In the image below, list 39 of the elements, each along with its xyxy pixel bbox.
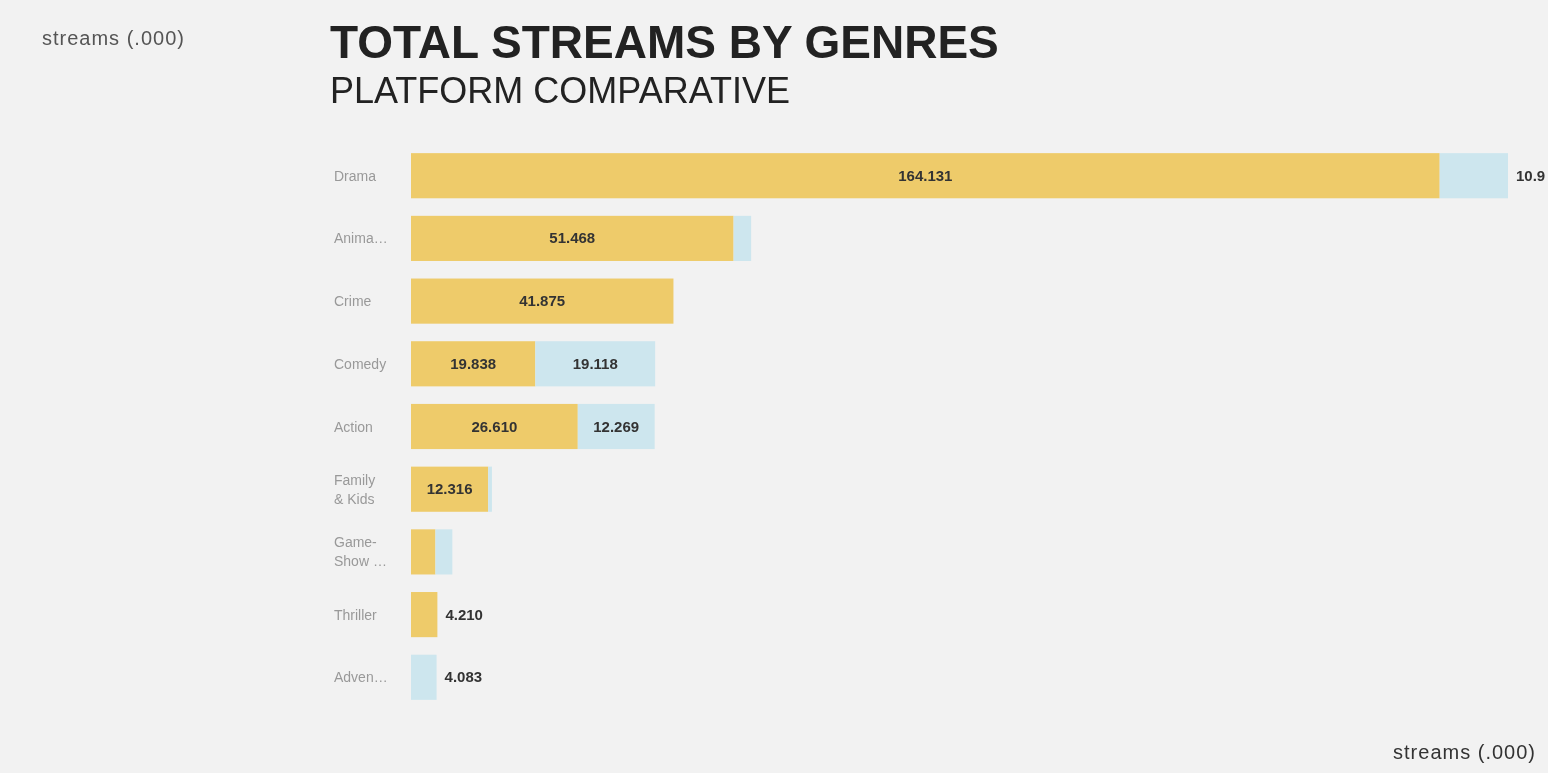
- y-tick-label: Thriller: [334, 606, 378, 623]
- bar: [411, 403, 578, 450]
- bar: [488, 466, 492, 512]
- y-tick-label: Adven…: [334, 669, 388, 686]
- data-label: 164.131: [898, 166, 953, 184]
- bar: [577, 403, 655, 450]
- data-label: 10.9: [1516, 166, 1546, 184]
- data-label: 12.269: [593, 417, 640, 435]
- data-label: 51.468: [549, 229, 596, 247]
- data-label: 41.875: [519, 292, 566, 310]
- y-tick-label: Comedy: [334, 355, 387, 372]
- bar: [411, 529, 436, 575]
- bar: [411, 466, 489, 512]
- bar: [435, 529, 453, 575]
- bar: [411, 153, 1440, 199]
- bar: [535, 341, 656, 387]
- bar: [411, 592, 438, 638]
- data-label: 4.083: [444, 668, 483, 686]
- y-tick-label: Game-Show …: [334, 534, 387, 570]
- data-label: 26.610: [471, 417, 518, 435]
- bar: [411, 278, 674, 324]
- data-label: 19.118: [572, 354, 618, 372]
- bar: [411, 654, 437, 700]
- y-tick-label: Crime: [334, 293, 372, 310]
- chart-title: TOTAL STREAMS BY GENRES: [330, 16, 999, 68]
- data-label: 19.838: [450, 354, 497, 372]
- data-label: 12.316: [426, 480, 473, 498]
- x-axis-title: streams (.000): [1393, 741, 1536, 763]
- bar: [411, 341, 536, 387]
- bar: [733, 215, 752, 261]
- y-tick-label: Action: [334, 418, 373, 435]
- text: streams (.000): [42, 27, 185, 49]
- bar: [411, 215, 734, 261]
- bar: [1439, 153, 1508, 199]
- chart-subtitle: PLATFORM COMPARATIVE: [330, 70, 791, 111]
- data-label: 4.210: [445, 605, 483, 623]
- y-tick-label: Family & Kids: [334, 471, 376, 507]
- y-tick-label: Anima…: [334, 230, 388, 247]
- y-tick-label: Drama: [334, 167, 377, 184]
